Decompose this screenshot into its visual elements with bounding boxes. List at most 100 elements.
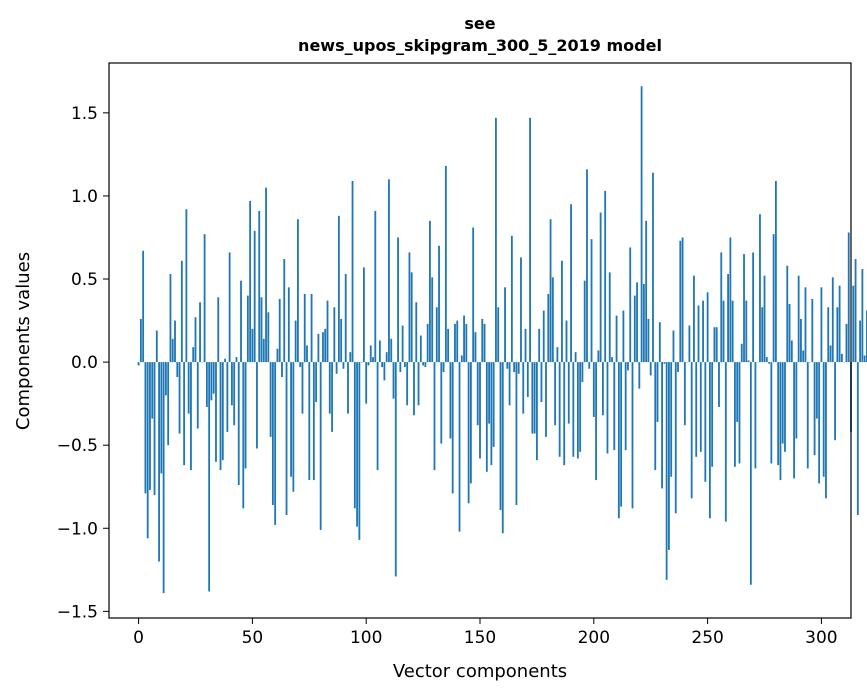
bar-62: [278, 298, 281, 363]
bar-37: [221, 362, 224, 461]
bar-203: [599, 212, 602, 363]
bar-7: [153, 362, 156, 496]
bar-134: [442, 362, 445, 373]
bar-168: [520, 257, 522, 363]
bar-21: [185, 209, 188, 363]
bar-251: [708, 362, 711, 519]
bar-171: [526, 362, 529, 397]
bar-246: [697, 305, 700, 363]
bar-99: [363, 267, 365, 363]
bar-142: [460, 355, 463, 363]
bar-315: [854, 259, 857, 363]
bar-252: [711, 362, 714, 467]
bar-90: [342, 362, 345, 369]
bar-207: [608, 272, 611, 363]
bar-223: [645, 220, 648, 363]
bar-245: [695, 362, 698, 457]
bar-205: [604, 190, 607, 363]
bar-72: [301, 362, 304, 414]
bar-234: [670, 362, 673, 477]
bar-24: [192, 347, 195, 363]
bar-257: [722, 300, 725, 363]
bar-242: [688, 325, 691, 363]
bar-113: [394, 362, 397, 577]
bar-2: [142, 250, 145, 363]
y-tick-label: −1.0: [57, 519, 98, 539]
bar-301: [822, 362, 825, 477]
bar-132: [438, 245, 440, 363]
bar-312: [847, 232, 850, 363]
bar-233: [668, 362, 670, 550]
bar-114: [397, 237, 399, 363]
bar-155: [490, 362, 493, 466]
bar-125: [422, 362, 425, 366]
bar-214: [624, 362, 627, 451]
bar-240: [683, 362, 686, 426]
bar-9: [158, 362, 160, 562]
bar-173: [531, 362, 534, 434]
bar-66: [287, 287, 290, 363]
bar-178: [542, 310, 545, 363]
bar-183: [554, 362, 557, 426]
plot-area-frame: [108, 62, 852, 619]
bar-52: [256, 362, 258, 449]
bar-196: [583, 280, 586, 363]
x-tick-label: 300: [805, 628, 837, 648]
bar-156: [492, 362, 495, 447]
bar-152: [483, 323, 486, 363]
bar-84: [328, 362, 331, 414]
bar-317: [859, 320, 862, 363]
bar-88: [337, 215, 340, 363]
chart-title-line-1: see: [464, 14, 495, 33]
bar-175: [535, 362, 538, 461]
chart-title-line-2: news_upos_skipgram_300_5_2019 model: [298, 36, 662, 55]
bar-307: [836, 307, 839, 363]
bar-167: [517, 362, 520, 374]
bar-148: [474, 332, 477, 363]
bar-195: [581, 362, 584, 383]
bar-248: [702, 300, 704, 363]
bar-106: [378, 340, 381, 363]
bar-180: [547, 293, 550, 363]
bar-8: [155, 330, 158, 363]
bar-243: [690, 362, 693, 499]
bar-40: [228, 252, 231, 363]
bar-181: [549, 219, 552, 363]
bar-253: [713, 327, 716, 363]
bar-206: [606, 362, 609, 454]
bar-78: [315, 362, 318, 402]
bar-319: [863, 355, 866, 363]
bar-70: [297, 219, 299, 363]
bar-193: [576, 362, 579, 459]
bar-87: [335, 362, 338, 374]
bar-258: [724, 362, 727, 522]
bar-89: [340, 318, 343, 363]
bar-224: [647, 318, 650, 363]
bar-108: [383, 362, 386, 381]
bar-80: [319, 362, 322, 530]
bar-59: [271, 362, 274, 506]
bar-51: [253, 230, 256, 363]
bar-82: [324, 328, 327, 363]
bar-64: [283, 259, 286, 363]
bar-219: [636, 282, 638, 363]
bars-group: [137, 86, 867, 594]
bar-285: [786, 265, 789, 363]
bar-45: [240, 280, 242, 363]
bar-305: [831, 277, 834, 363]
bar-276: [765, 357, 768, 363]
bar-217: [631, 362, 634, 509]
bar-286: [788, 303, 791, 363]
bar-209: [613, 362, 616, 451]
bar-282: [779, 362, 782, 481]
bar-96: [356, 362, 359, 527]
bar-162: [506, 362, 509, 369]
bar-130: [433, 362, 436, 471]
bar-212: [620, 362, 623, 507]
bar-124: [419, 335, 422, 363]
bar-116: [401, 325, 404, 363]
bar-201: [595, 362, 597, 481]
bar-263: [736, 362, 739, 422]
bar-34: [215, 362, 217, 462]
bar-159: [499, 362, 502, 510]
